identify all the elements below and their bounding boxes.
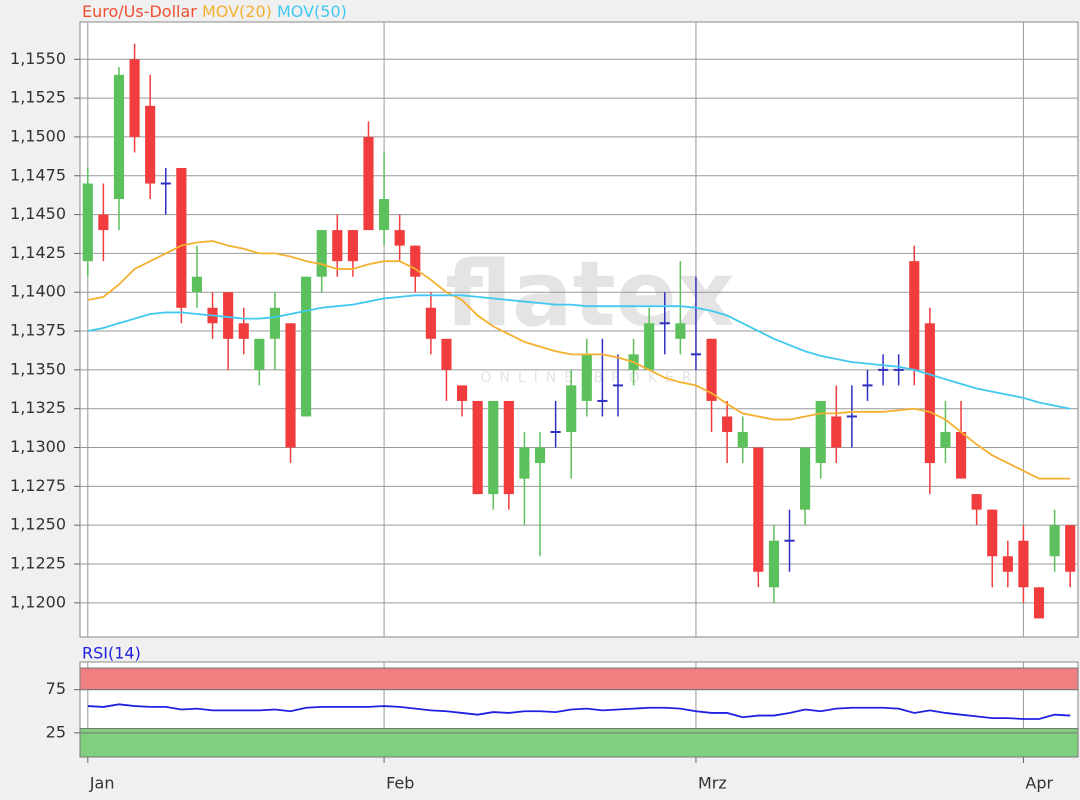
candle-body [940, 432, 951, 448]
y-tick-label: 1,1275 [10, 476, 66, 495]
candle-body [363, 136, 374, 231]
legend-item: Euro/Us-Dollar [82, 2, 197, 21]
y-tick-label: 25 [46, 722, 66, 741]
candle-body [145, 105, 156, 184]
x-tick-label: Jan [89, 774, 115, 793]
candle-body [753, 447, 764, 572]
candle-body [191, 276, 203, 293]
candle-body [971, 494, 982, 510]
candle-body [722, 416, 733, 432]
x-tick-label: Feb [386, 774, 414, 793]
legend: Euro/Us-Dollar MOV(20) MOV(50) [82, 2, 347, 21]
candle-body [254, 338, 265, 370]
y-tick-label: 1,1500 [10, 126, 66, 145]
y-tick-label: 1,1450 [10, 204, 66, 223]
y-tick-label: 1,1300 [10, 437, 66, 456]
legend-item: MOV(50) [277, 2, 347, 21]
candle-body [347, 230, 358, 262]
y-tick-label: 1,1525 [10, 88, 66, 107]
candle-body [768, 540, 779, 588]
x-tick-label: Mrz [698, 774, 727, 793]
legend-item: MOV(20) [202, 2, 272, 21]
candle-body [831, 416, 842, 448]
candle-body [488, 400, 499, 495]
candle-body [675, 323, 686, 339]
y-tick-label: 1,1250 [10, 515, 66, 534]
candle-body [503, 400, 514, 495]
y-tick-label: 1,1550 [10, 49, 66, 68]
candle-body [285, 323, 296, 448]
candle-body [706, 338, 717, 401]
candle-body [269, 307, 280, 339]
rsi-band [79, 667, 1079, 691]
y-tick-label: 75 [46, 679, 66, 698]
candle-body [815, 400, 826, 464]
candle-body [113, 74, 125, 200]
candle-body [316, 230, 327, 277]
y-tick-label: 1,1350 [10, 359, 66, 378]
candle-body [332, 230, 343, 262]
candle-body [644, 323, 655, 370]
y-tick-label: 1,1375 [10, 321, 66, 340]
y-tick-label: 1,1425 [10, 243, 66, 262]
candle-body [98, 214, 109, 231]
y-tick-label: 1,1400 [10, 282, 66, 301]
candle-body [441, 338, 452, 370]
candle-body [909, 261, 920, 370]
candle-body [1065, 525, 1076, 572]
candle-body [129, 59, 140, 137]
y-tick-label: 1,1225 [10, 554, 66, 573]
candle-body [472, 400, 483, 495]
candle-body [223, 292, 234, 339]
y-tick-label: 1,1325 [10, 398, 66, 417]
candle-body [301, 276, 312, 417]
x-tick-label: Apr [1025, 774, 1053, 793]
candle-body [176, 167, 187, 308]
candle-body [1049, 525, 1060, 557]
candle-body [1018, 540, 1029, 588]
candle-body [519, 447, 530, 479]
y-tick-label: 1,1475 [10, 165, 66, 184]
candle-body [987, 509, 998, 557]
candle-body [379, 199, 390, 231]
candle-body [737, 432, 748, 448]
candle-body [924, 323, 935, 464]
moving-average [87, 294, 1071, 410]
candle-body [581, 354, 592, 401]
y-tick-label: 1,1200 [10, 592, 66, 611]
rsi-line [87, 703, 1071, 720]
candle-body [456, 385, 468, 401]
candle-body [955, 432, 967, 479]
watermark: flatex [445, 242, 735, 347]
candle-body [82, 183, 93, 262]
candle-body [800, 447, 811, 510]
candle-body [394, 230, 405, 246]
candle-body [425, 307, 436, 339]
candle-body [410, 245, 421, 277]
candle-body [566, 385, 577, 432]
moving-average [87, 240, 1071, 480]
rsi-legend: RSI(14) [82, 644, 141, 663]
candle-body [1033, 587, 1045, 619]
candle-body [238, 323, 249, 339]
candle-body [1002, 556, 1013, 572]
candle-body [534, 447, 546, 464]
